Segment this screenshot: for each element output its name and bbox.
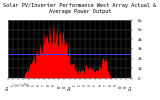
Text: Solar PV/Inverter Performance West Array Actual & Average Power Output: Solar PV/Inverter Performance West Array…: [3, 3, 157, 14]
Text: Local SMA: Local SMA: [13, 83, 28, 87]
